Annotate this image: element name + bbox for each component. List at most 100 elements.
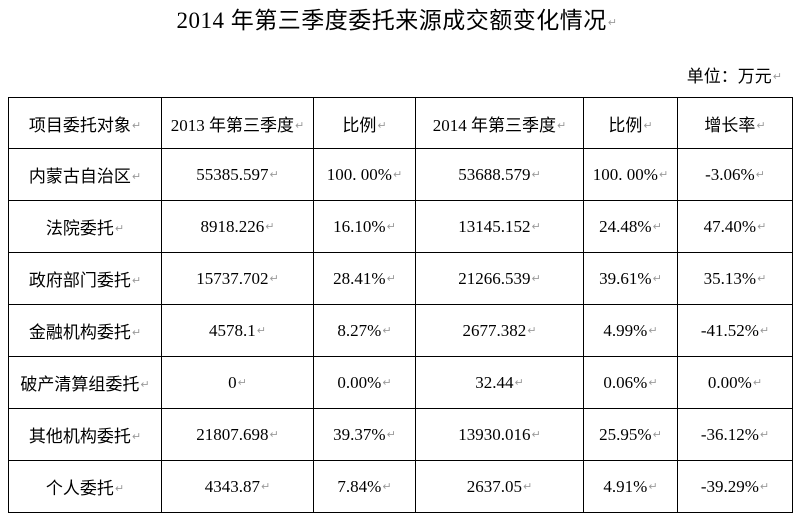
cell-end-mark-icon: ↵: [265, 219, 275, 233]
value-cell: 21266.539↵: [415, 252, 584, 305]
value-cell-text: 15737.702: [196, 268, 269, 288]
cell-end-mark-icon: ↵: [386, 271, 396, 285]
value-cell-text: 35.13%: [703, 268, 757, 288]
value-cell: 2637.05↵: [415, 460, 584, 513]
value-cell-text: 2677.382: [462, 320, 527, 340]
cell-end-mark-icon: ↵: [752, 375, 763, 389]
cell-end-mark-icon: ↵: [269, 167, 279, 181]
table-row: 内蒙古自治区↵ 55385.597↵ 100. 00%↵ 53688.579↵ 100.…: [8, 148, 793, 201]
value-cell: 39.37%↵: [313, 408, 416, 461]
value-cell-text: 13145.152: [458, 216, 531, 236]
cell-end-mark-icon: ↵: [295, 118, 305, 132]
value-cell-text: 16.10%: [333, 216, 386, 236]
value-cell: 7.84%↵: [313, 460, 416, 513]
commission-source-table: 项目委托对象↵ 2013 年第三季度↵ 比例↵ 2014 年第三季度↵ 比例↵ 增长率↵ …: [8, 97, 793, 513]
value-cell: 24.48%↵: [583, 200, 678, 253]
value-cell-text: 4578.1: [209, 320, 256, 340]
value-cell-text: 32.44: [475, 372, 514, 392]
unit-label-text: 单位：万元: [686, 67, 772, 86]
value-cell: 8918.226↵: [161, 200, 314, 253]
value-cell: 13930.016↵: [415, 408, 584, 461]
table-row: 金融机构委托↵ 4578.1↵ 8.27%↵ 2677.382↵ 4.99%↵ -41.5…: [8, 304, 793, 357]
page-title: 2014 年第三季度委托来源成交额变化情况↵: [0, 1, 794, 35]
cell-end-mark-icon: ↵: [269, 427, 279, 441]
table-row: 法院委托↵ 8918.226↵ 16.10%↵ 13145.152↵ 24.48%↵ 47…: [8, 200, 793, 253]
value-cell: -3.06%↵: [677, 148, 793, 201]
value-cell-text: -39.29%: [700, 476, 759, 496]
cell-end-mark-icon: ↵: [131, 118, 142, 132]
cell-end-mark-icon: ↵: [648, 479, 658, 493]
value-cell: 0.06%↵: [583, 356, 678, 409]
header-cell-text: 增长率: [704, 115, 756, 135]
cell-end-mark-icon: ↵: [531, 167, 541, 181]
value-cell-text: 100. 00%: [592, 164, 658, 184]
header-cell: 2014 年第三季度↵: [415, 97, 584, 149]
value-cell: 28.41%↵: [313, 252, 416, 305]
value-cell-text: 28.41%: [333, 268, 386, 288]
value-cell: 16.10%↵: [313, 200, 416, 253]
value-cell: 0.00%↵: [677, 356, 793, 409]
value-cell-text: 25.95%: [599, 424, 652, 444]
value-cell: 47.40%↵: [677, 200, 793, 253]
row-label-cell-text: 破产清算组委托: [20, 375, 140, 394]
cell-end-mark-icon: ↵: [759, 479, 770, 493]
value-cell: 53688.579↵: [415, 148, 584, 201]
cell-end-mark-icon: ↵: [643, 118, 653, 132]
row-label-cell: 政府部门委托↵: [8, 252, 162, 305]
value-cell: 15737.702↵: [161, 252, 314, 305]
header-cell: 增长率↵: [677, 97, 793, 149]
value-cell-text: 100. 00%: [326, 164, 392, 184]
value-cell: 21807.698↵: [161, 408, 314, 461]
value-cell: 25.95%↵: [583, 408, 678, 461]
value-cell: 4578.1↵: [161, 304, 314, 357]
cell-end-mark-icon: ↵: [531, 219, 541, 233]
cell-end-mark-icon: ↵: [131, 170, 142, 183]
cell-end-mark-icon: ↵: [392, 167, 403, 181]
cell-end-mark-icon: ↵: [652, 427, 662, 441]
value-cell: 100. 00%↵: [313, 148, 416, 201]
value-cell: -41.52%↵: [677, 304, 793, 357]
cell-end-mark-icon: ↵: [523, 479, 533, 493]
cell-end-mark-icon: ↵: [131, 430, 142, 443]
value-cell-text: 4.91%: [603, 476, 648, 496]
header-row: 项目委托对象↵ 2013 年第三季度↵ 比例↵ 2014 年第三季度↵ 比例↵ 增长率↵: [8, 97, 793, 149]
value-cell-text: 8918.226: [200, 216, 265, 236]
cell-end-mark-icon: ↵: [382, 323, 392, 337]
value-cell-text: 39.61%: [599, 268, 652, 288]
cell-end-mark-icon: ↵: [755, 167, 765, 181]
value-cell-text: 4343.87: [204, 476, 261, 496]
row-label-cell: 个人委托↵: [8, 460, 162, 513]
cell-end-mark-icon: ↵: [531, 271, 541, 285]
value-cell: 8.27%↵: [313, 304, 416, 357]
value-cell-text: -41.52%: [700, 320, 759, 340]
value-cell: 4.99%↵: [583, 304, 678, 357]
row-label-cell-text: 法院委托: [45, 219, 114, 238]
row-label-cell-text: 金融机构委托: [28, 323, 131, 342]
value-cell-text: -3.06%: [705, 164, 755, 184]
value-cell-text: 55385.597: [196, 164, 269, 184]
header-cell-text: 2013 年第三季度: [170, 115, 295, 135]
value-cell: -36.12%↵: [677, 408, 793, 461]
value-cell: -39.29%↵: [677, 460, 793, 513]
value-cell: 4.91%↵: [583, 460, 678, 513]
cell-end-mark-icon: ↵: [386, 427, 396, 441]
cell-end-mark-icon: ↵: [269, 271, 279, 285]
cell-end-mark-icon: ↵: [756, 118, 766, 132]
table-row: 破产清算组委托↵ 0↵ 0.00%↵ 32.44↵ 0.06%↵ 0.00%↵: [8, 356, 793, 409]
row-label-cell: 破产清算组委托↵: [8, 356, 162, 409]
cell-end-mark-icon: ↵: [527, 323, 537, 337]
value-cell-text: 0.00%: [707, 372, 752, 392]
cell-end-mark-icon: ↵: [557, 118, 567, 132]
value-cell: 35.13%↵: [677, 252, 793, 305]
cell-end-mark-icon: ↵: [757, 219, 767, 233]
value-cell-text: 8.27%: [337, 320, 382, 340]
table-body: 内蒙古自治区↵ 55385.597↵ 100. 00%↵ 53688.579↵ 100.…: [8, 148, 793, 513]
value-cell-text: 53688.579: [458, 164, 531, 184]
cell-end-mark-icon: ↵: [377, 118, 387, 132]
value-cell-text: 39.37%: [333, 424, 386, 444]
cell-end-mark-icon: ↵: [382, 479, 392, 493]
value-cell-text: 13930.016: [458, 424, 531, 444]
cell-end-mark-icon: ↵: [131, 326, 142, 339]
cell-end-mark-icon: ↵: [652, 271, 662, 285]
cell-end-mark-icon: ↵: [382, 375, 392, 389]
